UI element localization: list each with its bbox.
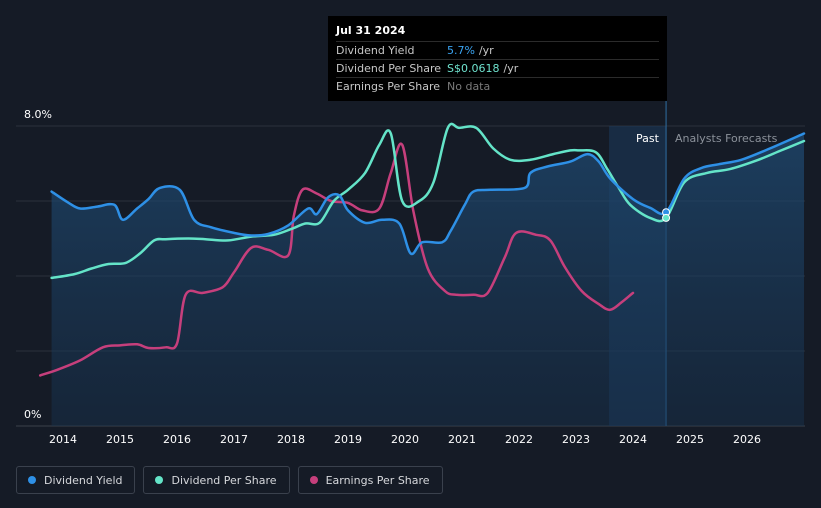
tooltip-unit: /yr — [503, 62, 519, 75]
x-tick-label: 2015 — [106, 433, 134, 446]
tooltip-label: Dividend Per Share — [336, 62, 442, 75]
x-tick-label: 2026 — [733, 433, 761, 446]
legend-dot-icon — [28, 476, 36, 484]
tooltip-label: Dividend Yield — [336, 44, 415, 57]
dividend-yield-area — [51, 133, 805, 426]
x-tick-label: 2019 — [334, 433, 362, 446]
legend-dot-icon — [155, 476, 164, 484]
x-tick-label: 2024 — [619, 433, 647, 446]
past-label: Past — [636, 132, 660, 145]
x-tick-label: 2017 — [220, 433, 248, 446]
tooltip: Jul 31 2024 Dividend Yield 5.7% /yr Divi… — [328, 16, 667, 101]
dividend-per-share-marker — [662, 213, 671, 222]
tooltip-row-dividend-per-share: Dividend Per Share S$0.0618 /yr — [336, 59, 659, 77]
x-tick-label: 2016 — [163, 433, 191, 446]
legend-earnings-per-share[interactable]: Earnings Per Share — [297, 466, 443, 494]
tooltip-date: Jul 31 2024 — [336, 24, 406, 37]
tooltip-row-dividend-yield: Dividend Yield 5.7% /yr — [336, 41, 659, 59]
x-tick-label: 2014 — [49, 433, 77, 446]
forecast-label: Analysts Forecasts — [675, 132, 778, 145]
legend-dividend-per-share[interactable]: Dividend Per Share — [143, 466, 290, 494]
x-tick-label: 2022 — [505, 433, 533, 446]
x-tick-label: 2025 — [676, 433, 704, 446]
y-axis-top-label: 8.0% — [24, 108, 52, 121]
legend-label: Earnings Per Share — [325, 473, 430, 487]
tooltip-value: 5.7% — [447, 44, 475, 57]
x-tick-label: 2023 — [562, 433, 590, 446]
chart: 8.0% 0% Past Analysts Forecasts 2014 2015… — [16, 100, 806, 446]
x-tick-label: 2018 — [277, 433, 305, 446]
tooltip-row-earnings-per-share: Earnings Per Share No data — [336, 77, 659, 95]
earnings-per-share-line — [38, 142, 635, 377]
tooltip-value: S$0.0618 — [447, 62, 500, 75]
tooltip-label: Earnings Per Share — [336, 80, 441, 93]
dividend-yield-line — [50, 132, 806, 256]
y-axis-bottom-label: 0% — [24, 408, 41, 421]
legend-dot-icon — [309, 476, 318, 484]
x-tick-label: 2021 — [448, 433, 476, 446]
legend-dividend-yield[interactable]: Dividend Yield — [16, 466, 136, 494]
x-tick-label: 2020 — [391, 433, 419, 446]
tooltip-value: No data — [447, 80, 491, 93]
legend: Dividend Yield Dividend Per Share Earnin… — [16, 466, 443, 494]
tooltip-unit: /yr — [478, 44, 494, 57]
legend-label: Dividend Per Share — [171, 473, 277, 487]
dividend-per-share-line — [50, 122, 806, 280]
legend-label: Dividend Yield — [44, 473, 123, 487]
